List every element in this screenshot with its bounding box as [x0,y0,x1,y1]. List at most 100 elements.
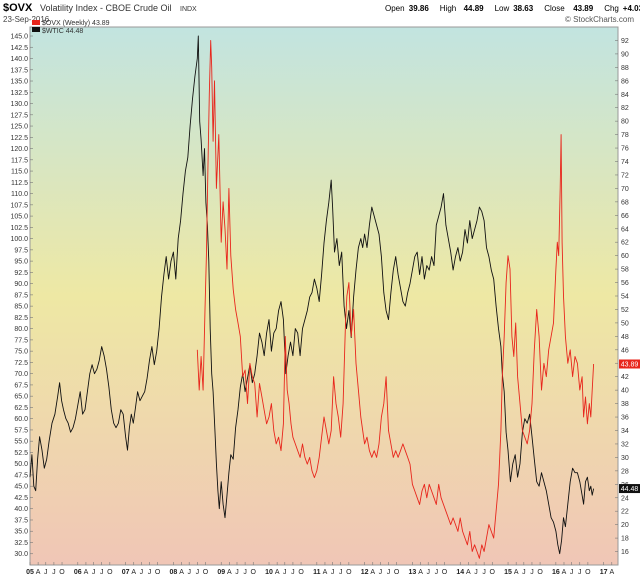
right-tick-label: 18 [621,536,629,543]
x-tick-label: 06 [74,569,82,576]
x-tick-label: 12 [361,569,369,576]
x-tick-label: J [530,569,534,576]
right-tick-label: 66 [621,213,629,220]
x-tick-label: A [36,569,41,576]
stat-value-low: 38.63 [513,4,534,13]
right-tick-label: 90 [621,51,629,58]
x-tick-label: A [84,569,89,576]
x-tick-label: A [275,569,280,576]
left-tick-label: 45.0 [14,484,28,491]
left-tick-label: 115.0 [11,169,28,176]
right-tick-label: 38 [621,401,629,408]
x-axis: 05 A J J O 06 A J J O 07 A J J O 08 A J J O 09 A J J O 10 A J J O 11 A J… [26,562,614,576]
series-line-wtic [29,35,595,555]
chart-name: Volatility Index - CBOE Crude Oil [40,3,172,13]
right-tick-label: 28 [621,468,629,475]
x-tick-label: A [227,569,232,576]
left-tick-label: 40.0 [14,506,28,513]
x-tick-label: J [235,569,239,576]
legend-swatch-ovx [32,20,40,25]
legend-label-wtic: $WTIC 44.48 [42,28,83,35]
left-tick-label: 100.0 [10,236,28,243]
stat-value-open: 39.86 [409,4,430,13]
x-tick-label: J [570,569,574,576]
left-tick-label: 82.5 [14,315,28,322]
x-tick-label: J [522,569,526,576]
left-tick-label: 110.0 [11,191,28,198]
left-tick-label: 122.5 [10,135,28,142]
x-tick-label: J [482,569,486,576]
stat-label-chg: Chg [604,4,619,13]
right-tick-label: 34 [621,428,629,435]
right-tick-label: 20 [621,522,629,529]
left-tick-label: 102.5 [10,225,28,232]
x-tick-label: 10 [265,569,273,576]
x-tick-label: A [323,569,328,576]
right-tick-label: 48 [621,334,629,341]
x-tick-label: 07 [122,569,130,576]
left-tick-label: 85.0 [14,304,28,311]
x-tick-label: O [346,569,352,576]
x-tick-label: J [140,569,144,576]
right-tick-label: 68 [621,199,629,206]
x-tick-label: O [251,569,257,576]
left-tick-label: 80.0 [14,326,28,333]
right-tick-label: 80 [621,119,629,126]
right-tick-label: 78 [621,132,629,139]
right-tick-label: 50 [621,320,629,327]
x-tick-label: O [537,569,543,576]
x-tick-label: J [92,569,96,576]
x-tick-label: O [107,569,113,576]
left-tick-label: 130.0 [10,101,28,108]
x-tick-label: A [370,569,375,576]
stat-value-high: 44.89 [464,4,485,13]
left-tick-label: 57.5 [14,427,28,434]
x-tick-label: O [585,569,591,576]
right-tick-label: 22 [621,509,629,516]
left-tick-label: 67.5 [14,382,28,389]
x-tick-label: J [578,569,582,576]
x-tick-label: 09 [217,569,225,576]
chart-exchange: INDX [180,6,197,13]
series-line-ovx [196,40,595,559]
left-tick-label: 35.0 [14,529,28,536]
left-tick-label: 52.5 [14,450,28,457]
x-tick-label: 05 [26,569,34,576]
x-tick-label: J [52,569,56,576]
x-tick-label: O [490,569,496,576]
left-tick-label: 112.5 [11,180,28,187]
left-tick-label: 137.5 [10,67,28,74]
left-axis: 30.0 32.5 35.0 37.5 40.0 42.5 45.0 47.5 50.0 52.5… [10,34,33,558]
left-tick-label: 140.0 [10,56,28,63]
x-tick-label: O [59,569,65,576]
svg-text:44.48: 44.48 [621,486,639,493]
right-tick-label: 32 [621,441,629,448]
left-tick-label: 135.0 [10,79,28,86]
left-tick-label: 145.0 [10,34,28,41]
legend-swatch-wtic [32,27,40,32]
legend-label-ovx: $OVX (Weekly) 43.89 [42,20,110,27]
x-tick-label: J [339,569,343,576]
x-tick-label: J [100,569,104,576]
right-tick-label: 92 [621,38,629,45]
left-tick-label: 120.0 [10,146,28,153]
x-tick-label: J [426,569,430,576]
right-tick-label: 70 [621,186,629,193]
last-value-ovx: 43.89 [619,359,640,369]
x-tick-label: O [298,569,304,576]
stat-label-close: Close [544,4,565,13]
x-tick-label: A [562,569,567,576]
x-tick-label: O [442,569,448,576]
left-tick-label: 47.5 [14,472,28,479]
left-tick-label: 65.0 [14,394,28,401]
right-tick-label: 46 [621,347,629,354]
x-tick-label: A [514,569,519,576]
right-tick-label: 52 [621,307,629,314]
x-tick-label: A [609,569,614,576]
x-tick-label: J [187,569,191,576]
left-tick-label: 42.5 [14,495,28,502]
left-tick-label: 107.5 [10,202,28,209]
left-tick-label: 32.5 [14,540,28,547]
x-tick-label: 14 [456,569,464,576]
x-tick-label: J [474,569,478,576]
